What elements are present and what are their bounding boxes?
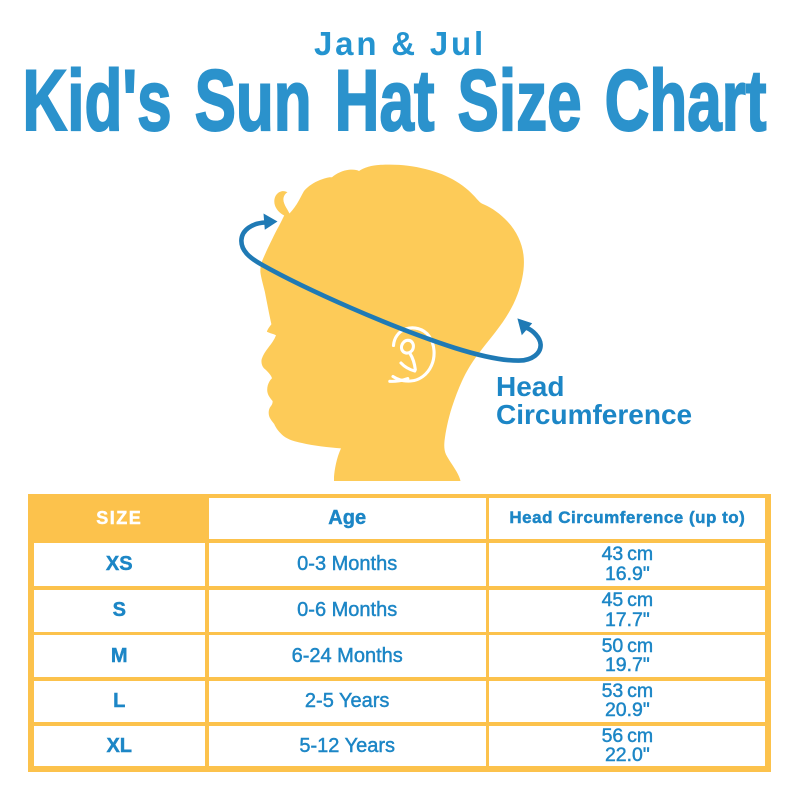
svg-text:Kid's Sun Hat Size Chart: Kid's Sun Hat Size Chart <box>23 53 767 149</box>
